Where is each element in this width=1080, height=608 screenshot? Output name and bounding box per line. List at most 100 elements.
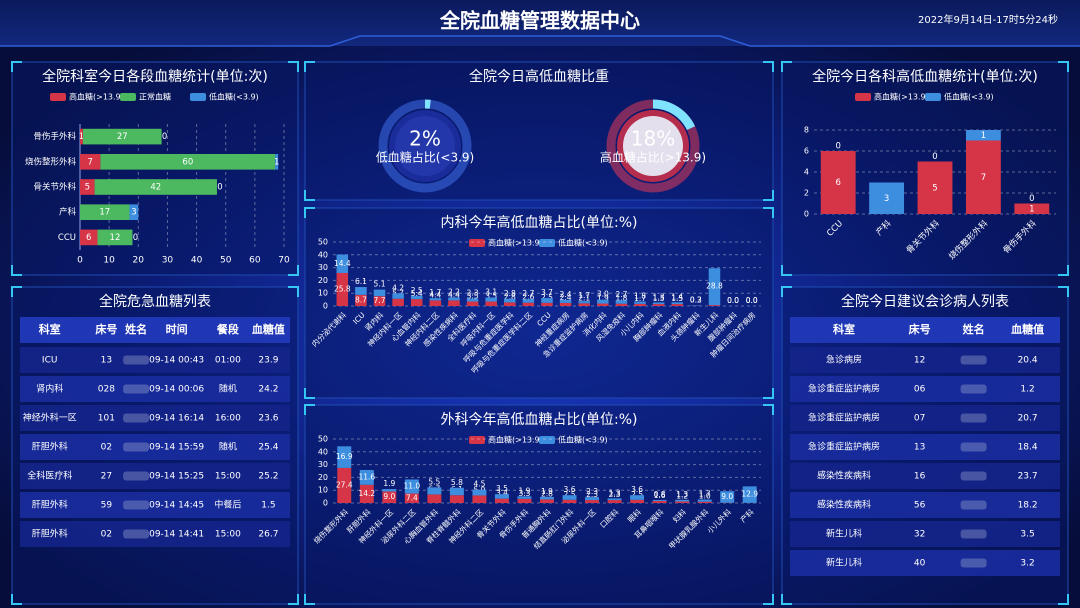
table-cell: 06 (914, 385, 926, 395)
bar-segment (504, 298, 516, 303)
value-label: 1.9 (597, 294, 609, 303)
table-row (20, 434, 290, 460)
panel-corner (304, 207, 315, 218)
panel-title: 内科今年高低血糖占比(单位:%) (441, 214, 638, 231)
bar-segment (559, 302, 572, 306)
table-cell: 急诊重症监护病房 (808, 441, 880, 453)
table-cell: 028 (98, 385, 115, 395)
value-label: 1.9 (383, 479, 395, 488)
datetime: 2022年9月14日-17时5分24秒 (918, 13, 1058, 26)
value-label: 2.6 (522, 293, 534, 302)
bar-segment (917, 161, 953, 214)
table-row (790, 521, 1060, 547)
value-label: 2.5 (631, 490, 643, 499)
legend-swatch (50, 93, 66, 101)
value-label: 2.3 (586, 490, 598, 499)
panel-corner (1058, 61, 1069, 72)
bar-segment (359, 469, 374, 485)
value-label: 2.7 (522, 289, 534, 298)
bar-segment (80, 153, 101, 170)
table-cell: 09-14 14:41 (149, 530, 204, 540)
bar-segment (80, 179, 95, 195)
bar-segment (94, 179, 217, 195)
gauge-value: 18% (631, 127, 675, 151)
table-header (20, 317, 290, 343)
blurred-name (123, 384, 150, 394)
table-cell: 新生儿科 (826, 557, 862, 569)
column-header: 血糖值 (1011, 322, 1044, 336)
table-cell: 15:00 (215, 530, 241, 540)
panel-corner (781, 265, 792, 276)
panel-title: 全院今日建议会诊病人列表 (841, 293, 1009, 310)
bar-segment (562, 495, 577, 500)
x-tick-label: 10 (103, 256, 115, 266)
value-label: 14.2 (358, 489, 375, 498)
bar-segment (404, 479, 419, 494)
y-tick-label: 4 (804, 168, 809, 177)
bar-segment (675, 499, 690, 502)
bar-segment (634, 301, 646, 304)
gauge-inner (395, 116, 455, 176)
bar-segment (652, 302, 665, 305)
bar-segment (429, 300, 442, 306)
value-label: 0.3 (690, 295, 702, 304)
value-label: 1.7 (699, 490, 711, 499)
legend-label: 高血糖(>13.9) (488, 435, 543, 445)
y-tick-label: 30 (318, 263, 328, 272)
bar-segment (449, 495, 464, 503)
bar-segment (1014, 203, 1050, 214)
header-bar (0, 0, 1080, 46)
value-label: 2.8 (504, 289, 516, 298)
bar-segment (504, 302, 516, 306)
table-cell: 20.4 (1018, 356, 1038, 366)
value-label: 2.5 (564, 490, 576, 499)
table-cell: 23.6 (258, 414, 278, 424)
column-header: 时间 (166, 322, 188, 336)
column-header: 科室 (39, 322, 61, 336)
blurred-name (960, 471, 987, 481)
panel-corner (763, 594, 774, 605)
value-label: 2.8 (504, 292, 516, 301)
panel-corner (763, 404, 774, 415)
legend-swatch (539, 239, 555, 247)
panel-corner (11, 61, 22, 72)
value-label: 5.8 (451, 478, 463, 487)
value-label: 27.4 (336, 480, 353, 489)
y-tick-label: 0 (323, 499, 328, 508)
category-label: 骨关节外科 (33, 182, 76, 193)
table-cell: 13 (101, 356, 112, 366)
value-label: 7.4 (406, 493, 418, 502)
value-label: 1.0 (699, 492, 711, 501)
value-label: 1 (79, 132, 84, 142)
table-cell: 09-14 15:59 (149, 443, 204, 453)
bar-segment (448, 297, 460, 301)
value-label: 4.4 (448, 290, 460, 299)
table-cell: 40 (914, 559, 926, 569)
bar-segment (562, 499, 577, 503)
bar-segment (80, 204, 130, 221)
value-label: 1.4 (671, 292, 683, 301)
bar-segment (494, 494, 509, 499)
bar-segment (630, 499, 645, 503)
table-cell: 09-14 15:25 (149, 472, 204, 482)
table-cell: 3.2 (1020, 559, 1034, 569)
panel-title: 全院今日高低血糖比重 (469, 68, 609, 85)
value-label: 0 (162, 132, 167, 142)
value-label: 17 (99, 208, 110, 218)
table-cell: 肝胆外科 (32, 528, 68, 540)
bar-segment (404, 493, 419, 503)
x-tick-label: 60 (249, 256, 261, 266)
table-cell: 神经外科一区 (23, 412, 77, 424)
bar-segment (392, 298, 404, 306)
value-label: 2.1 (578, 293, 590, 302)
value-label: 0.0 (746, 296, 758, 305)
bar-segment (965, 130, 1001, 141)
table-cell: 肾内科 (36, 383, 63, 395)
value-label: 2.4 (560, 293, 572, 302)
y-tick-label: 50 (318, 238, 328, 247)
panel-corner (304, 61, 315, 72)
panel-corner (304, 388, 315, 399)
value-label: 9.0 (383, 492, 395, 501)
legend-swatch (190, 93, 206, 101)
value-label: 3.0 (597, 290, 609, 299)
